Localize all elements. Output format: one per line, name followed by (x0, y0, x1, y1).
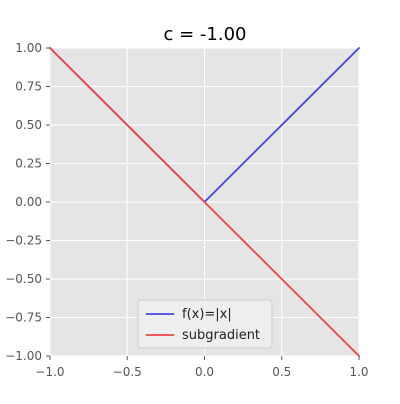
y-tick-label: −0.25 (5, 234, 42, 248)
y-tick-label: 0.50 (15, 118, 42, 132)
legend-label-1: subgradient (182, 328, 260, 343)
x-tick-label: −1.0 (35, 365, 64, 379)
y-tick-label: 0.00 (15, 195, 42, 209)
x-tick-label: −0.5 (113, 365, 142, 379)
y-tick-label: 0.25 (15, 157, 42, 171)
x-tick-label: 1.0 (349, 365, 368, 379)
series-line-1 (49, 47, 360, 357)
legend-label-0: f(x)=|x| (182, 307, 232, 322)
y-tick-label: 0.75 (15, 80, 42, 94)
y-tick-label: 1.00 (15, 41, 42, 55)
x-tick-label: 0.0 (195, 365, 214, 379)
chart-title: c = -1.00 (164, 24, 247, 45)
legend-box (137, 299, 273, 349)
y-tick-label: −1.00 (5, 349, 42, 363)
y-tick-label: −0.50 (5, 272, 42, 286)
x-tick-label: 0.5 (272, 365, 291, 379)
y-tick-label: −0.75 (5, 311, 42, 325)
